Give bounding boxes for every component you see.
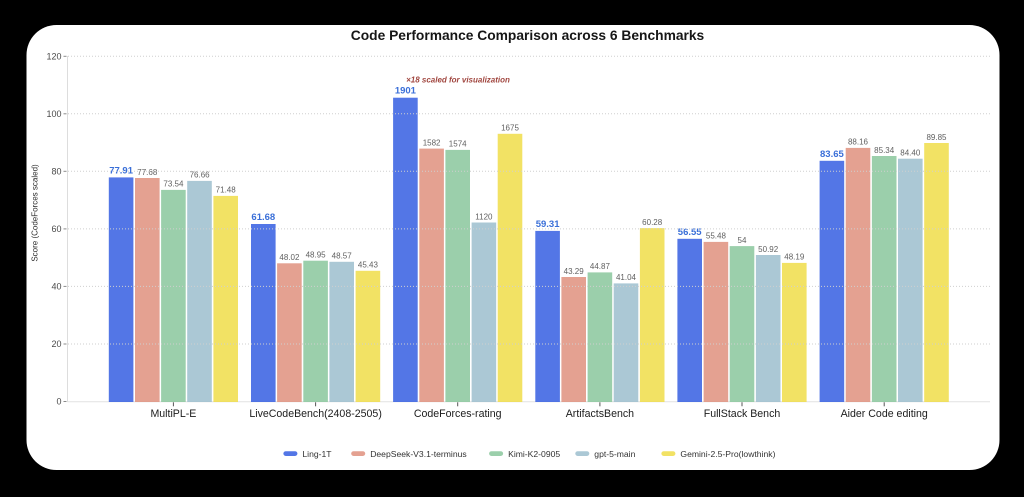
svg-text:0: 0 — [56, 397, 61, 407]
svg-text:88.16: 88.16 — [848, 138, 869, 147]
svg-text:MultiPL-E: MultiPL-E — [150, 408, 196, 420]
svg-text:Kimi-K2-0905: Kimi-K2-0905 — [508, 449, 560, 459]
svg-text:Ling-1T: Ling-1T — [302, 449, 332, 459]
svg-text:41.04: 41.04 — [616, 273, 637, 282]
svg-text:54: 54 — [738, 236, 747, 245]
svg-text:84.40: 84.40 — [900, 149, 921, 158]
svg-text:40: 40 — [51, 282, 61, 292]
svg-text:Gemini-2.5-Pro(lowthink): Gemini-2.5-Pro(lowthink) — [680, 449, 775, 459]
svg-text:60.28: 60.28 — [642, 218, 663, 227]
svg-text:43.29: 43.29 — [564, 267, 585, 276]
svg-text:71.48: 71.48 — [216, 186, 237, 195]
svg-text:76.66: 76.66 — [190, 171, 211, 180]
svg-text:1582: 1582 — [423, 138, 441, 147]
svg-text:LiveCodeBench(2408-2505): LiveCodeBench(2408-2505) — [249, 408, 382, 420]
svg-text:1901: 1901 — [395, 86, 417, 97]
svg-text:120: 120 — [46, 52, 61, 62]
svg-text:Aider Code editing: Aider Code editing — [841, 408, 928, 420]
svg-text:61.68: 61.68 — [251, 212, 275, 223]
svg-text:1574: 1574 — [449, 140, 467, 149]
svg-text:73.54: 73.54 — [163, 180, 184, 189]
svg-text:77.91: 77.91 — [109, 165, 133, 176]
svg-text:59.31: 59.31 — [536, 219, 560, 230]
svg-text:83.65: 83.65 — [820, 149, 844, 160]
svg-text:gpt-5-main: gpt-5-main — [594, 449, 635, 459]
svg-text:60: 60 — [51, 224, 61, 234]
svg-text:50.92: 50.92 — [758, 245, 779, 254]
svg-text:56.55: 56.55 — [678, 227, 702, 238]
svg-text:89.85: 89.85 — [926, 133, 947, 142]
svg-text:45.43: 45.43 — [358, 261, 379, 270]
svg-text:DeepSeek-V3.1-terminus: DeepSeek-V3.1-terminus — [370, 449, 467, 459]
svg-text:Code Performance Comparison ac: Code Performance Comparison across 6 Ben… — [351, 28, 705, 43]
svg-text:80: 80 — [51, 167, 61, 177]
svg-text:1120: 1120 — [475, 212, 493, 221]
svg-text:20: 20 — [51, 339, 61, 349]
svg-text:100: 100 — [46, 109, 61, 119]
svg-text:×18 scaled for visualization: ×18 scaled for visualization — [406, 76, 510, 85]
svg-text:CodeForces-rating: CodeForces-rating — [414, 408, 502, 420]
svg-text:44.87: 44.87 — [590, 262, 611, 271]
svg-text:48.02: 48.02 — [279, 253, 300, 262]
svg-text:48.19: 48.19 — [784, 253, 805, 262]
svg-text:FullStack Bench: FullStack Bench — [704, 408, 781, 420]
svg-text:ArtifactsBench: ArtifactsBench — [566, 408, 634, 420]
svg-text:Score (CodeForces scaled): Score (CodeForces scaled) — [30, 164, 39, 262]
svg-text:1675: 1675 — [501, 124, 519, 133]
svg-text:85.34: 85.34 — [874, 146, 895, 155]
svg-text:48.95: 48.95 — [306, 251, 327, 260]
svg-text:48.57: 48.57 — [332, 252, 353, 261]
svg-text:55.48: 55.48 — [706, 232, 727, 241]
svg-text:77.68: 77.68 — [137, 168, 158, 177]
